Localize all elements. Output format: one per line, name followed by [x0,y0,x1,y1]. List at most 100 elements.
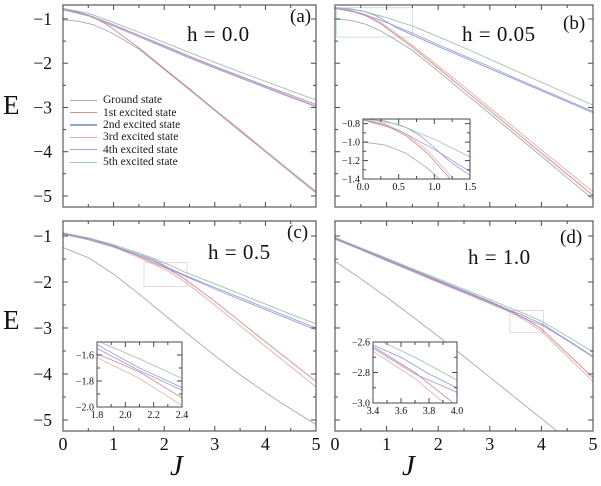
curve-ground-state [63,247,316,425]
y-tick-label: −3 [33,97,52,117]
panel-a: −1 −2 −3 −4 −5 [33,4,317,208]
y-axis-label-bottom: E [3,305,20,335]
legend-line-swatch [70,124,97,126]
x-tick-label: 3 [210,434,219,454]
x-tick-label: 3 [485,434,494,454]
legend-item-label: 5th excited state [103,156,178,169]
y-tick-label: −3 [33,318,52,338]
legend-item-label: 3rd excited state [103,131,179,144]
legend-item-label: 2nd excited state [103,118,181,131]
legend-line-swatch [70,136,97,139]
legend-item-label: 4th excited state [103,143,178,156]
y-tick-label: −4 [33,364,52,384]
inset-y-tick-label: −2.6 [352,338,370,349]
panel-d: 0 1 2 3 4 5 3.4 3.6 3.8 4.0 −2.6 −2.8 −3.0 [331,220,598,454]
panel-b: 0.0 0.5 1.0 1.5 −0.8 −1.0 −1.2 −1.4 [334,4,594,208]
x-tick-label: 2 [434,434,443,454]
curve-4th-excited-state [335,7,593,112]
x-tick-label: 0 [331,434,340,454]
x-tick-label: 4 [261,434,270,454]
curve-ground-state [63,19,316,194]
curve-5th-excited-state [99,342,182,379]
inset-x-tick-label: 2.4 [176,410,189,421]
inset-y-tick-label: −1.2 [342,156,360,167]
inset-y-tick-label: −1.6 [76,351,94,362]
inset-x-tick-label: 4.0 [451,406,464,417]
y-axis-label-top: E [3,90,20,120]
inset-y-tick-label: −1.8 [76,377,94,388]
x-tick-label: 1 [382,434,391,454]
inset-x-tick-label: 1.8 [91,410,104,421]
y-tick-label: −2 [33,272,52,292]
curve-3rd-excited-state [97,357,182,407]
inset-x-tick-label: 3.8 [423,406,436,417]
inset-y-tick-label: −3.0 [352,399,370,410]
curve-5th-excited-state [335,7,593,106]
legend-line-swatch [70,149,97,151]
legend-line-swatch [70,99,97,101]
inset-x-tick-label: 0.0 [357,182,370,193]
curve-1st-excited-state [335,7,593,196]
curve-1st-excited-state [363,119,451,179]
inset-c: 1.8 2.0 2.2 2.4 −1.6 −1.8 −2.0 [0,310,550,486]
x-tick-label: 2 [160,434,169,454]
curve-ground-state [0,310,550,486]
curve-4th-excited-state [335,238,593,358]
panel-c-title: h = 0.5 [208,240,271,264]
panel-d-label: (d) [560,227,583,248]
legend-item: Ground state [70,94,180,106]
legend-line-swatch [70,161,97,163]
panel-b-label: (b) [563,13,586,34]
curve-4th-excited-state [63,8,316,105]
inset-x-tick-label: 0.5 [392,182,405,193]
panel-c-label: (c) [287,222,309,243]
legend-item: 2nd excited state [70,119,180,131]
curve-ground-state [363,141,441,179]
inset-y-tick-label: −2.0 [76,403,94,414]
y-tick-label: −4 [33,142,52,162]
inset-x-tick-label: 3.4 [367,406,380,417]
inset-x-tick-label: 2.0 [119,410,132,421]
curve-5th-excited-state [63,7,316,101]
inset-y-tick-label: −1.0 [342,138,360,149]
panel-a-title: h = 0.0 [187,22,250,46]
x-axis-label-right: J [402,450,415,482]
inset-d: 3.4 3.6 3.8 4.0 −2.6 −2.8 −3.0 [352,338,464,418]
legend-item: 3rd excited state [70,131,180,143]
y-tick-label: −5 [33,410,52,430]
curve-1st-excited-state [97,353,182,399]
panel-b-title: h = 0.05 [462,22,536,46]
inset-y-tick-label: −1.4 [342,175,360,186]
curve-5th-excited-state [335,236,593,353]
x-tick-label: 5 [312,434,321,454]
y-tick-label: −1 [33,226,52,246]
legend-line-swatch [70,111,97,114]
x-tick-label: 0 [59,434,68,454]
panel-a-label: (a) [290,6,312,27]
inset-x-tick-label: 2.2 [147,410,160,421]
legend-item-label: Ground state [103,94,163,107]
curve-2nd-excited-state [97,344,182,388]
legend-item: 1st excited state [70,106,180,119]
curve-4th-excited-state [363,119,470,173]
inset-x-tick-label: 1.0 [428,182,441,193]
inset-b: 0.0 0.5 1.0 1.5 −0.8 −1.0 −1.2 −1.4 [342,118,477,193]
inset-x-tick-label: 1.5 [464,182,477,193]
curve-5th-excited-state [63,232,316,325]
legend: Ground state 1st excited state 2nd excit… [70,94,180,168]
x-tick-label: 5 [589,434,598,454]
panel-d-title: h = 1.0 [468,245,531,269]
inset-x-tick-label: 3.6 [395,406,408,417]
x-axis-label-left: J [170,450,183,482]
curve-4th-excited-state [63,233,316,331]
y-tick-label: −5 [33,186,52,206]
inset-y-tick-label: −0.8 [342,119,360,130]
x-tick-label: 1 [109,434,118,454]
y-tick-label: −1 [33,9,52,29]
curve-5th-excited-state [365,119,470,158]
curve-2nd-excited-state [335,237,593,357]
x-tick-label: 4 [537,434,546,454]
curve-4th-excited-state [97,348,182,391]
